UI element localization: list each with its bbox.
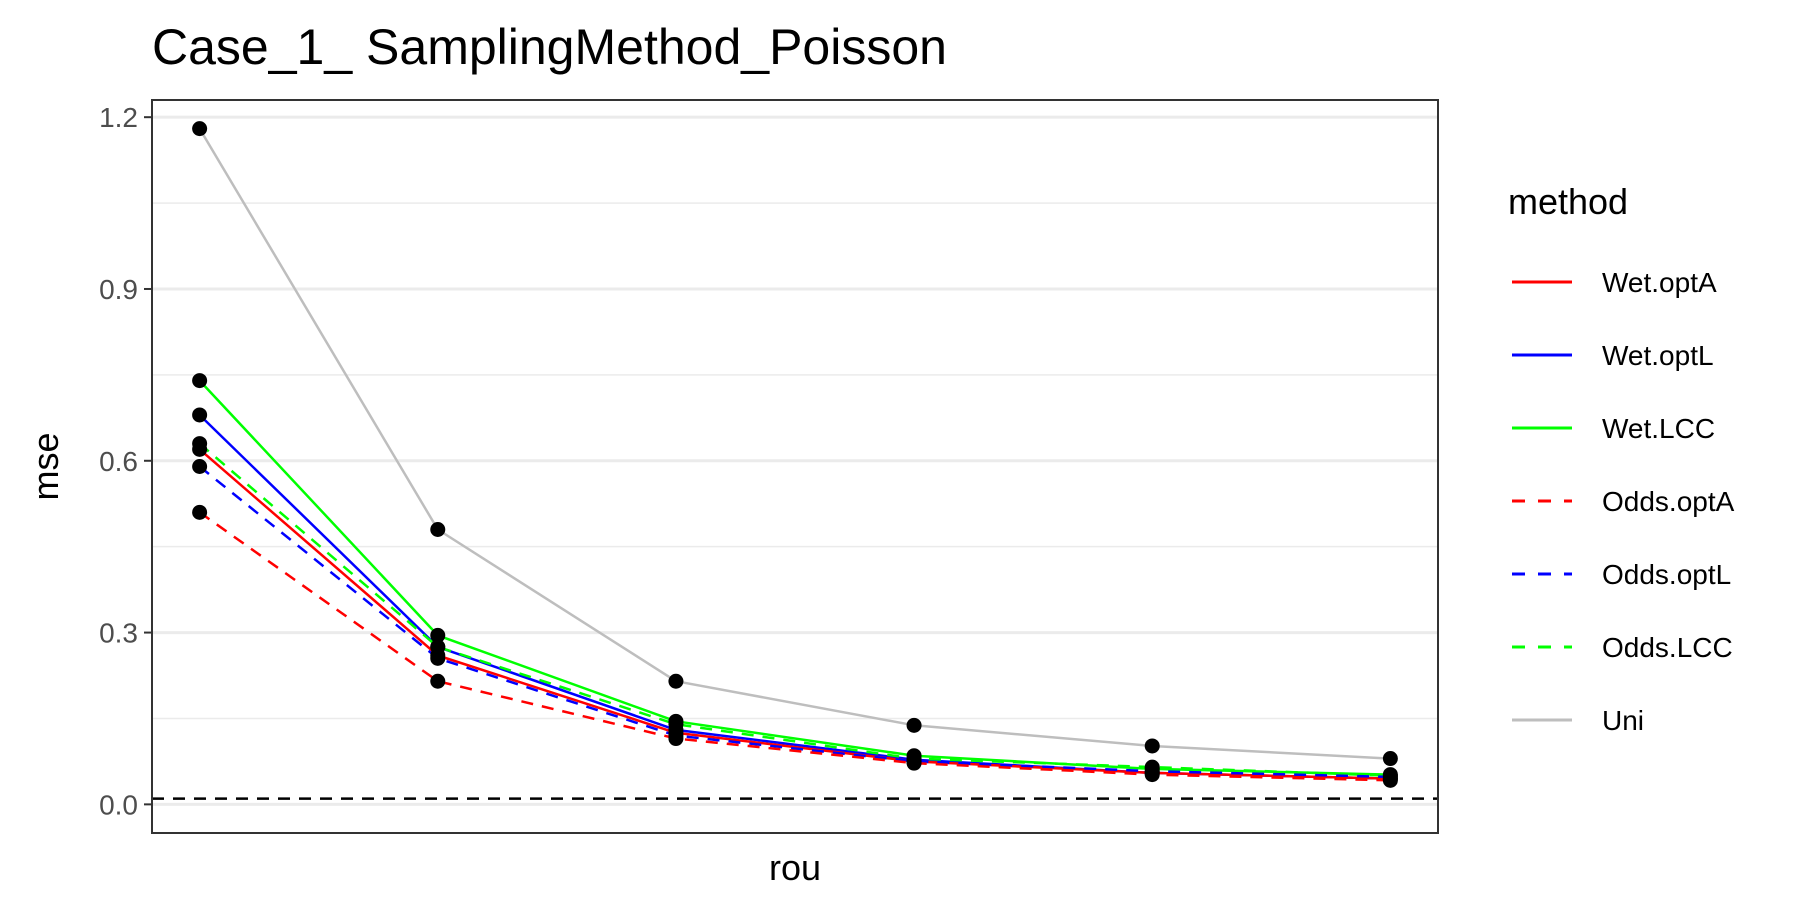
- series-line-odds-lcc: [198, 442, 1391, 777]
- data-point-odds-lcc: [1382, 768, 1398, 784]
- legend-label: Odds.optA: [1602, 486, 1735, 517]
- series-lines: [198, 127, 1391, 782]
- data-point-wet-lcc: [430, 627, 446, 643]
- series-line-uni: [198, 127, 1391, 760]
- y-axis-title: mse: [25, 432, 66, 500]
- data-point-odds-lcc: [430, 639, 446, 655]
- grid-lines: [152, 115, 1438, 806]
- legend-label: Uni: [1602, 705, 1644, 736]
- y-axis: 0.0 0.3 0.6 0.9 1.2: [99, 102, 152, 820]
- legend-label: Odds.optL: [1602, 559, 1731, 590]
- y-tick-label: 1.2: [99, 102, 138, 133]
- legend-label: Wet.optL: [1602, 340, 1714, 371]
- legend: method Wet.optA Wet.optL Wet.LCC Odds.optA O…: [1508, 181, 1735, 736]
- data-point-odds-optl: [430, 650, 446, 666]
- data-point-uni: [906, 717, 922, 733]
- data-point-uni: [192, 121, 208, 137]
- data-point-odds-lcc: [906, 751, 922, 767]
- legend-items: Wet.optA Wet.optL Wet.LCC Odds.optA Odds.opt…: [1512, 267, 1735, 736]
- data-point-uni: [1382, 751, 1398, 767]
- data-point-odds-opta: [192, 504, 208, 520]
- series-line-odds-optl: [198, 465, 1391, 779]
- y-tick-label: 0.6: [99, 446, 138, 477]
- data-point-wet-lcc: [192, 373, 208, 389]
- series-line-odds-opta: [198, 511, 1391, 782]
- legend-label: Wet.optA: [1602, 267, 1717, 298]
- y-tick-label: 0.9: [99, 274, 138, 305]
- data-points: [192, 121, 1398, 788]
- chart-title: Case_1_ SamplingMethod_Poisson: [152, 19, 947, 75]
- series-line-wet-lcc: [198, 379, 1391, 776]
- y-tick-label: 0.0: [99, 789, 138, 820]
- data-point-odds-optl: [192, 459, 208, 474]
- data-point-odds-lcc: [192, 436, 208, 452]
- x-axis-title: rou: [769, 847, 821, 888]
- series-line-wet-opta: [198, 448, 1391, 780]
- data-point-odds-optl: [668, 728, 684, 744]
- data-point-uni: [668, 673, 684, 689]
- data-point-uni: [1144, 738, 1160, 754]
- legend-label: Wet.LCC: [1602, 413, 1715, 444]
- data-point-odds-lcc: [1144, 759, 1160, 775]
- legend-label: Odds.LCC: [1602, 632, 1733, 663]
- y-tick-label: 0.3: [99, 618, 138, 649]
- data-point-odds-opta: [430, 673, 446, 689]
- plot-panel-border: [151, 99, 1439, 834]
- data-point-odds-lcc: [668, 716, 684, 732]
- legend-title: method: [1508, 181, 1628, 222]
- data-point-uni: [430, 521, 446, 537]
- data-point-wet-optl: [192, 407, 208, 423]
